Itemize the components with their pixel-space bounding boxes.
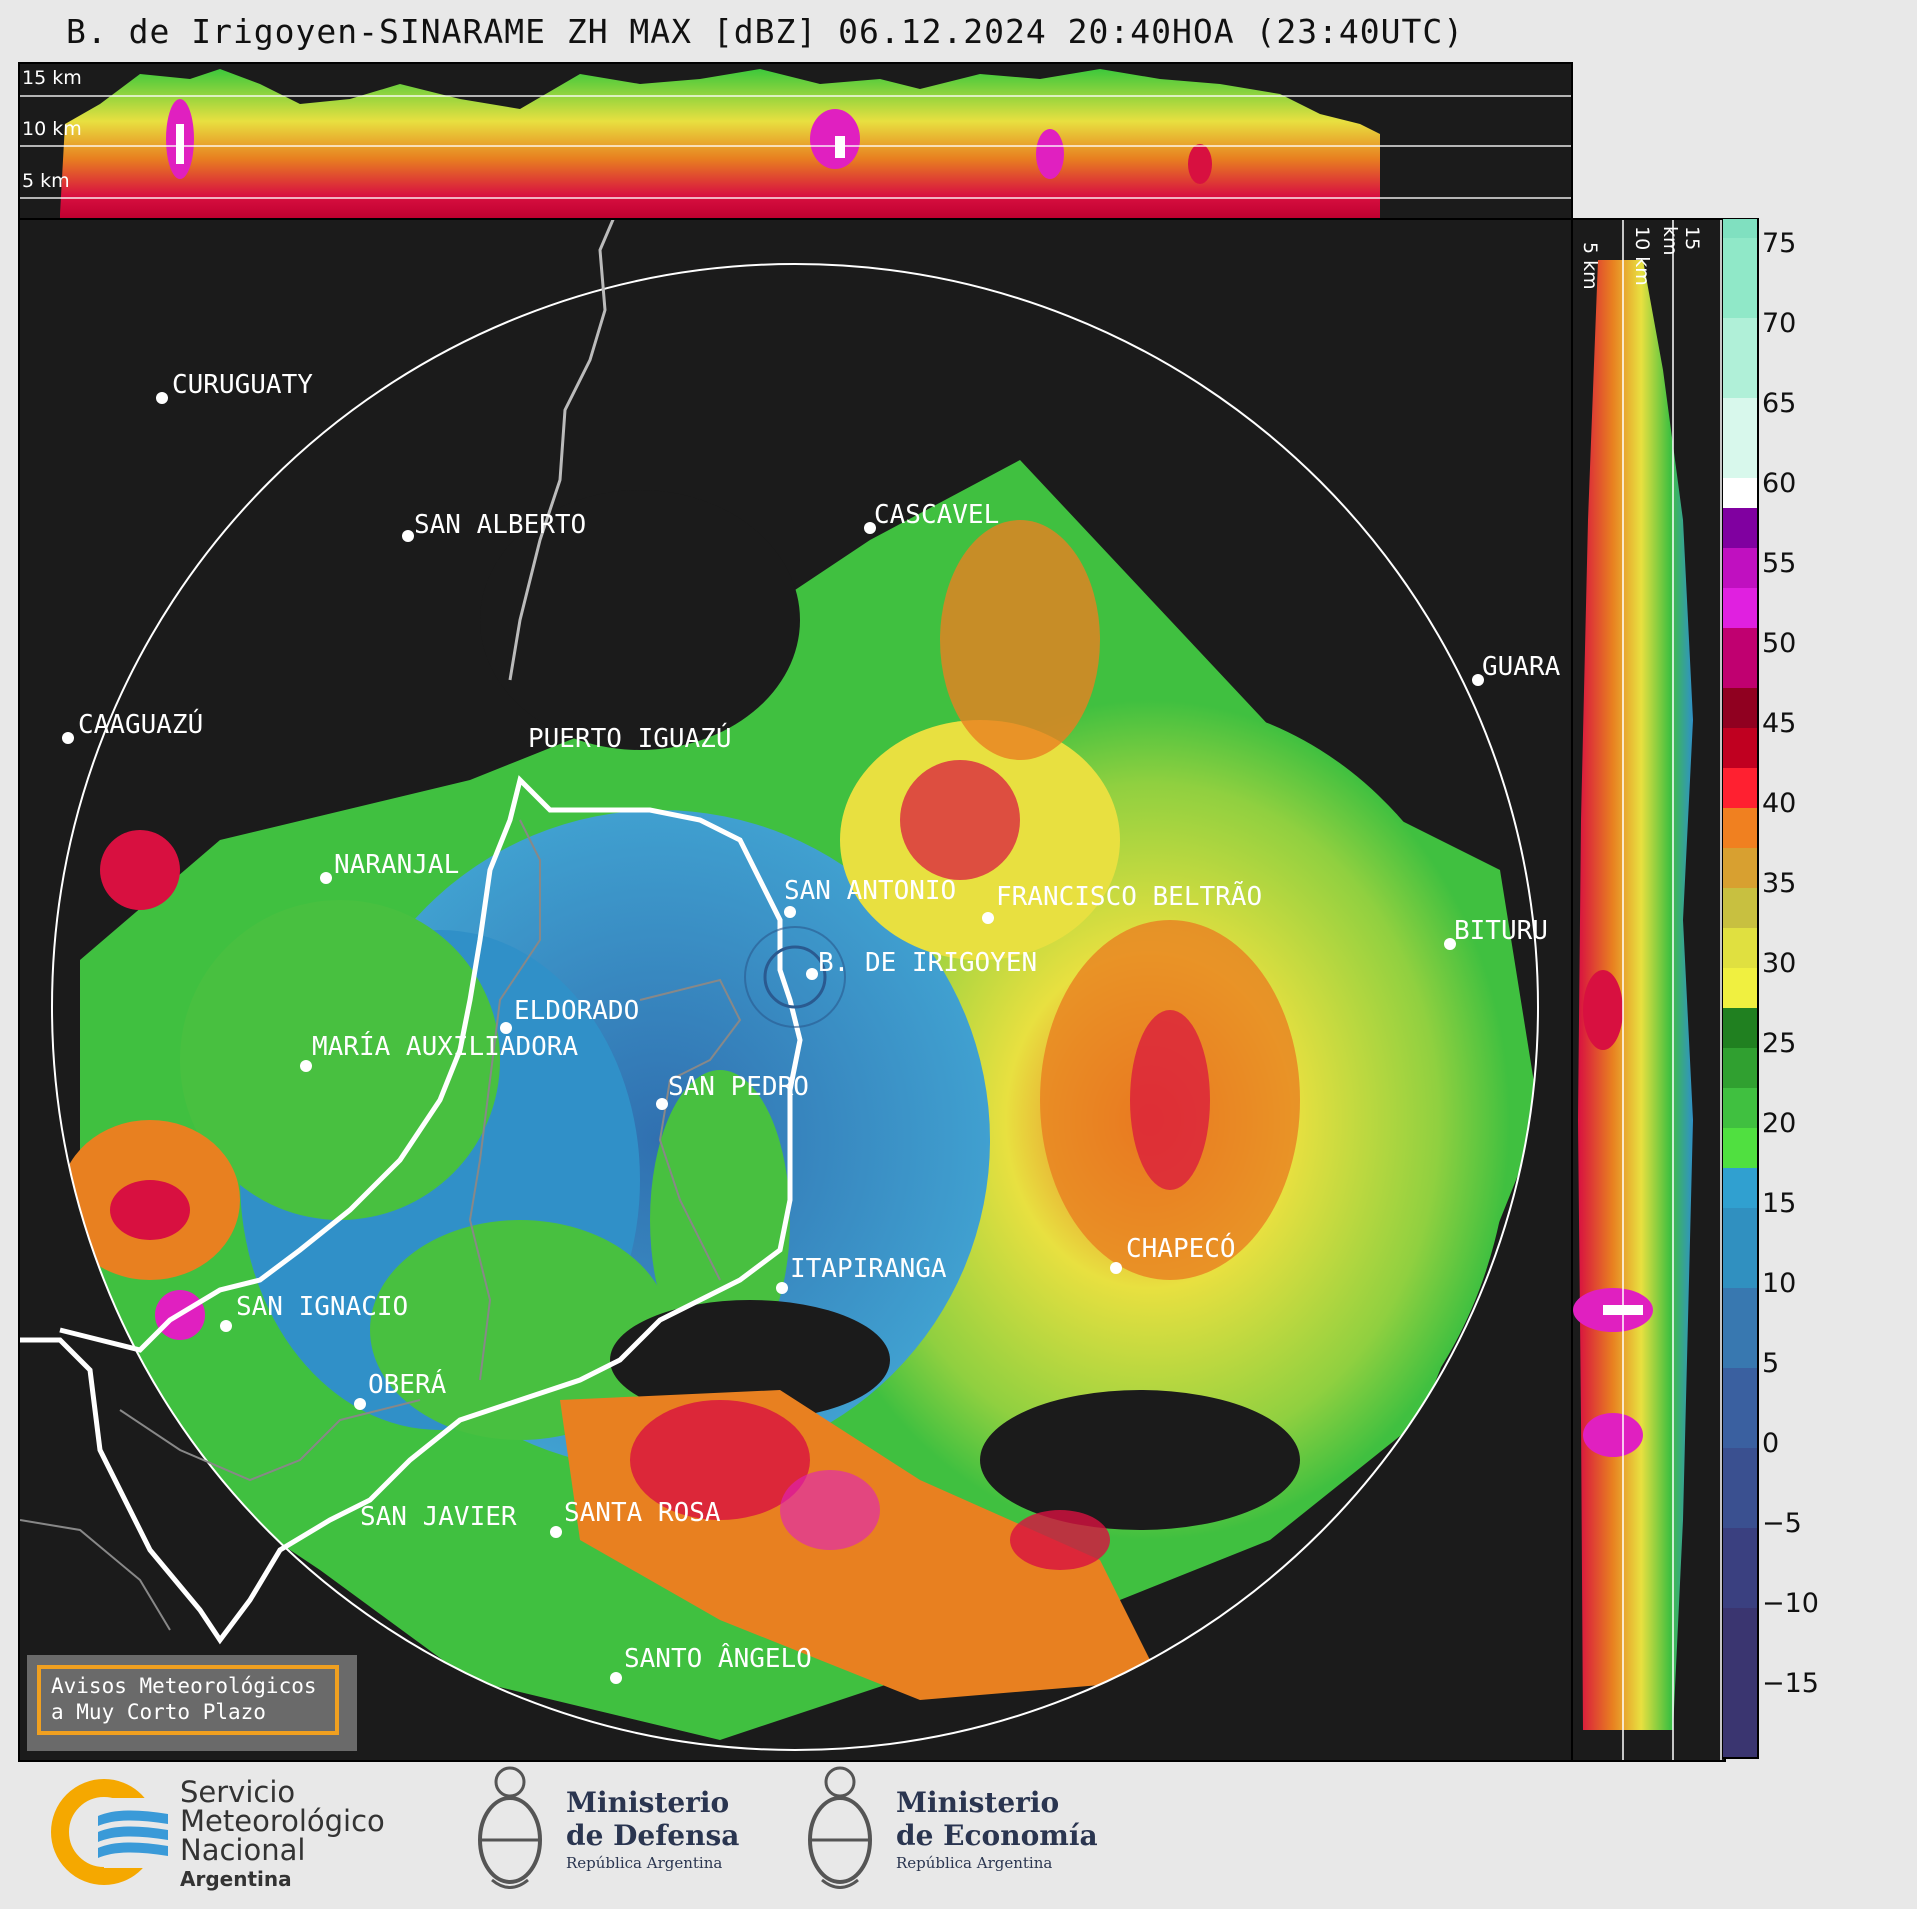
side-km-label-15: 15 km [1659,226,1703,256]
side-km-label-10: 10 km [1631,226,1653,286]
warning-box[interactable]: Avisos Meteorológicos a Muy Corto Plazo [27,1655,357,1751]
city-label: ELDORADO [514,996,640,1026]
city-label: SANTO ÂNGELO [624,1644,812,1674]
city-label: ITAPIRANGA [790,1254,947,1284]
colorbar-tick: 15 [1762,1188,1797,1219]
city-label: SAN ALBERTO [414,510,587,540]
coat-of-arms-icon [478,1766,542,1889]
side-cross-section-echoes [1573,220,1722,1760]
top-km-label-5: 5 km [22,170,70,192]
colorbar-tick: 75 [1762,228,1797,259]
colorbar-tick: −5 [1762,1508,1802,1539]
colorbar-tick: 70 [1762,308,1797,339]
colorbar-tick: 50 [1762,628,1797,659]
colorbar-tick: 5 [1762,1348,1780,1379]
city-label: GUARA [1482,652,1561,682]
city-label: CURUGUATY [172,370,313,400]
city-label: SANTA ROSA [564,1498,721,1528]
defensa-logo: Ministerio de Defensa República Argentin… [470,1760,770,1900]
reflectivity-colorbar [1722,218,1759,1759]
colorbar-tick: 0 [1762,1428,1780,1459]
colorbar-tick: 35 [1762,868,1797,899]
city-label: CAAGUAZÚ [78,710,204,740]
smn-line-3: Nacional [180,1833,306,1867]
city-label: SAN JAVIER [360,1502,517,1532]
economia-line-2: de Economía [896,1819,1098,1852]
colorbar-tick: 10 [1762,1268,1797,1299]
city-label: BITURU [1454,916,1548,946]
city-label: SAN ANTONIO [784,876,957,906]
smn-line-4: Argentina [180,1867,292,1891]
colorbar-tick: 45 [1762,708,1797,739]
city-label: SAN PEDRO [668,1072,809,1102]
colorbar-tick: −15 [1762,1668,1819,1699]
colorbar-tick: 65 [1762,388,1797,419]
top-km-label-15: 15 km [22,67,82,89]
colorbar-tick: 55 [1762,548,1797,579]
city-label: OBERÁ [368,1370,447,1400]
city-label: B. DE IRIGOYEN [818,948,1038,978]
warning-box-frame[interactable]: Avisos Meteorológicos a Muy Corto Plazo [37,1665,339,1735]
smn-line-2: Meteorológico [180,1804,385,1838]
colorbar-tick: 30 [1762,948,1797,979]
economia-line-1: Ministerio [896,1786,1060,1819]
coat-of-arms-icon [808,1766,872,1889]
city-label: SAN IGNACIO [236,1292,409,1322]
colorbar-tick: −10 [1762,1588,1819,1619]
top-cross-section-panel: 15 km 10 km 5 km [18,62,1573,220]
economia-logo: Ministerio de Economía República Argenti… [800,1760,1100,1900]
radar-map-panel: CURUGUATY SAN ALBERTO CASCAVEL CAAGUAZÚ … [18,218,1573,1762]
top-km-label-10: 10 km [22,118,82,140]
colorbar-tick: 25 [1762,1028,1797,1059]
warning-line-2: a Muy Corto Plazo [51,1700,266,1724]
colorbar-tick: 60 [1762,468,1797,499]
defensa-line-1: Ministerio [566,1786,730,1819]
city-label: CHAPECÓ [1126,1234,1236,1264]
side-cross-section-panel: 5 km 10 km 15 km [1571,218,1726,1762]
smn-logo: Servicio Meteorológico Nacional Argentin… [50,1775,410,1891]
side-km-label-5: 5 km [1579,242,1601,290]
economia-line-3: República Argentina [896,1854,1053,1872]
city-label: NARANJAL [334,850,460,880]
radar-map-svg [20,220,1539,1751]
map-title: B. de Irigoyen-SINARAME ZH MAX [dBZ] 06.… [66,12,1465,51]
defensa-line-3: República Argentina [566,1854,723,1872]
city-label: CASCAVEL [874,500,1000,530]
warning-line-1: Avisos Meteorológicos [51,1674,317,1698]
city-label: FRANCISCO BELTRÃO [996,882,1263,912]
smn-line-1: Servicio [180,1775,296,1809]
smn-logo-icon [51,1779,170,1885]
city-label: MARÍA AUXILIADORA [312,1032,579,1062]
city-label: PUERTO IGUAZÚ [528,724,732,754]
defensa-line-2: de Defensa [566,1819,740,1852]
colorbar-tick: 40 [1762,788,1797,819]
colorbar-tick: 20 [1762,1108,1797,1139]
top-cross-section-echoes [20,69,1571,218]
